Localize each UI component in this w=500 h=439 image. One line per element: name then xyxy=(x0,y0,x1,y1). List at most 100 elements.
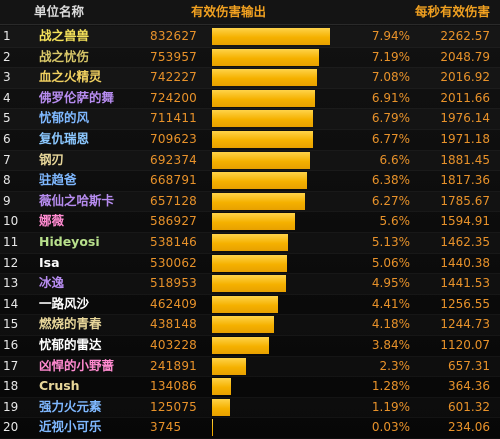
damage-value: 241891 xyxy=(150,358,198,373)
damage-value: 711411 xyxy=(150,111,198,126)
rank-number: 10 xyxy=(3,214,19,229)
rank-number: 5 xyxy=(3,111,11,126)
rank-number: 9 xyxy=(3,193,11,208)
dps-value: 1785.67 xyxy=(440,193,490,208)
rank-number: 13 xyxy=(3,276,19,291)
rank-number: 1 xyxy=(3,29,11,43)
table-row[interactable]: 15 燃烧的青春 438148 4.18% 1244.73 xyxy=(0,314,500,336)
damage-percent: 4.41% xyxy=(371,296,410,311)
damage-bar-track xyxy=(212,151,330,169)
table-row[interactable]: 18 Crush 134086 1.28% 364.36 xyxy=(0,376,500,398)
rank-number: 3 xyxy=(3,70,11,85)
damage-bar xyxy=(212,213,296,231)
dps-value: 234.06 xyxy=(448,420,490,435)
unit-name: 忧郁的风 xyxy=(39,110,90,126)
damage-bar-track xyxy=(212,337,330,354)
damage-bar xyxy=(212,110,313,128)
table-row[interactable]: 5 忧郁的风 711411 6.79% 1976.14 xyxy=(0,108,500,130)
table-row[interactable]: 4 佛罗伦萨的舞 724200 6.91% 2011.66 xyxy=(0,88,500,110)
damage-bar-track xyxy=(212,295,330,313)
damage-bar xyxy=(212,234,289,251)
damage-bar-track xyxy=(212,213,330,231)
table-row[interactable]: 3 血之火精灵 742227 7.08% 2016.92 xyxy=(0,67,500,89)
damage-bar xyxy=(212,89,315,107)
damage-bar-track xyxy=(212,316,330,334)
dps-value: 2262.57 xyxy=(440,29,490,43)
rank-number: 20 xyxy=(3,420,19,435)
unit-name: Hideyosi xyxy=(39,234,100,249)
damage-bar-track xyxy=(212,172,330,190)
unit-name: 薇仙之哈斯卡 xyxy=(39,192,115,208)
damage-bar-track xyxy=(212,69,330,87)
rank-number: 18 xyxy=(3,379,19,394)
damage-value: 403228 xyxy=(150,338,198,352)
rank-number: 19 xyxy=(3,399,19,414)
damage-bar xyxy=(212,69,318,87)
rank-number: 15 xyxy=(3,317,19,332)
table-row[interactable]: 6 复仇瑞恩 709623 6.77% 1971.18 xyxy=(0,129,500,151)
damage-bar-track xyxy=(212,234,330,251)
damage-bar xyxy=(212,357,247,375)
unit-name: 钢刃 xyxy=(39,151,65,167)
damage-bar xyxy=(212,192,306,210)
rank-number: 17 xyxy=(3,358,19,373)
damage-bar xyxy=(212,378,231,396)
table-row[interactable]: 1 战之兽兽 832627 7.94% 2262.57 xyxy=(0,26,500,48)
unit-name: 凶悍的小野蔷 xyxy=(39,357,115,373)
table-row[interactable]: 10 娜薇 586927 5.6% 1594.91 xyxy=(0,211,500,233)
table-row[interactable]: 9 薇仙之哈斯卡 657128 6.27% 1785.67 xyxy=(0,191,500,213)
table-row[interactable]: 8 驻趋爸 668791 6.38% 1817.36 xyxy=(0,170,500,192)
damage-percent: 6.27% xyxy=(371,193,410,208)
table-row[interactable]: 11 Hideyosi 538146 5.13% 1462.35 xyxy=(0,232,500,254)
damage-value: 657128 xyxy=(150,193,198,208)
damage-bar-track xyxy=(212,275,330,293)
table-row[interactable]: 16 忧郁的雷达 403228 3.84% 1120.07 xyxy=(0,335,500,357)
unit-name: 娜薇 xyxy=(39,213,65,229)
header-effective-dps[interactable]: 每秒有效伤害 xyxy=(414,4,490,19)
rank-number: 7 xyxy=(3,152,11,167)
table-row[interactable]: 17 凶悍的小野蔷 241891 2.3% 657.31 xyxy=(0,356,500,378)
damage-percent: 1.19% xyxy=(371,399,410,414)
damage-value: 742227 xyxy=(150,70,198,85)
damage-bar xyxy=(212,254,288,272)
table-row[interactable]: 14 一路风沙 462409 4.41% 1256.55 xyxy=(0,294,500,316)
damage-percent: 7.08% xyxy=(371,70,410,85)
unit-name: 血之火精灵 xyxy=(39,69,102,85)
damage-bar-track xyxy=(212,378,330,396)
damage-value: 832627 xyxy=(150,29,198,43)
rank-number: 12 xyxy=(3,255,19,270)
unit-name: 忧郁的雷达 xyxy=(39,337,102,352)
table-row[interactable]: 7 钢刃 692374 6.6% 1881.45 xyxy=(0,150,500,172)
damage-percent: 5.13% xyxy=(371,235,410,249)
unit-name: 冰逸 xyxy=(39,275,65,291)
damage-percent: 6.91% xyxy=(371,90,410,105)
dps-value: 1120.07 xyxy=(440,338,490,352)
damage-bar-track xyxy=(212,254,330,272)
damage-percent: 1.28% xyxy=(371,379,410,394)
table-row[interactable]: 13 冰逸 518953 4.95% 1441.53 xyxy=(0,273,500,295)
damage-bar-track xyxy=(212,192,330,210)
damage-value: 134086 xyxy=(150,379,198,394)
damage-bar-track xyxy=(212,89,330,107)
damage-value: 586927 xyxy=(150,214,198,229)
damage-bar xyxy=(212,48,319,66)
unit-name: 佛罗伦萨的舞 xyxy=(39,89,115,105)
dps-value: 1976.14 xyxy=(440,111,490,126)
damage-value: 530062 xyxy=(150,255,198,270)
damage-percent: 7.19% xyxy=(371,49,410,64)
rank-number: 16 xyxy=(3,338,19,352)
table-row[interactable]: 20 近视小可乐 3745 0.03% 234.06 xyxy=(0,417,500,439)
table-row[interactable]: 2 战之忧伤 753957 7.19% 2048.79 xyxy=(0,47,500,69)
damage-bar xyxy=(212,295,278,313)
header-effective-damage[interactable]: 有效伤害输出 xyxy=(191,4,267,19)
table-row[interactable]: 19 强力火元素 125075 1.19% 601.32 xyxy=(0,397,500,419)
damage-value: 438148 xyxy=(150,317,198,332)
damage-value: 3745 xyxy=(150,420,182,435)
damage-bar-track xyxy=(212,131,330,148)
damage-value: 125075 xyxy=(150,399,198,414)
table-row[interactable]: 12 Isa 530062 5.06% 1440.38 xyxy=(0,253,500,275)
column-header-bar: 单位名称 有效伤害输出 每秒有效伤害 xyxy=(0,0,500,25)
header-unit-name[interactable]: 单位名称 xyxy=(34,4,85,19)
unit-name: 强力火元素 xyxy=(39,398,102,414)
